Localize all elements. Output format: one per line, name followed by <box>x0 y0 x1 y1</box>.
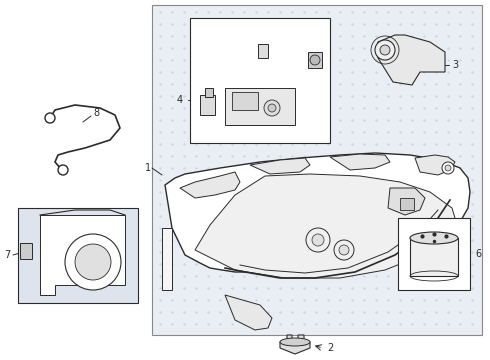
Text: 6: 6 <box>475 249 481 259</box>
Ellipse shape <box>410 232 458 244</box>
Bar <box>398 218 470 290</box>
Circle shape <box>442 162 454 174</box>
Text: 5: 5 <box>292 23 298 33</box>
Circle shape <box>375 40 395 60</box>
Polygon shape <box>162 228 172 290</box>
Circle shape <box>268 104 276 112</box>
Polygon shape <box>40 215 125 295</box>
Polygon shape <box>200 95 215 115</box>
Bar <box>20 243 32 259</box>
Bar <box>18 208 138 303</box>
Bar <box>152 5 482 335</box>
Polygon shape <box>225 295 272 330</box>
Circle shape <box>312 234 324 246</box>
Text: 7: 7 <box>4 250 10 260</box>
Polygon shape <box>225 88 295 125</box>
Polygon shape <box>415 155 455 175</box>
Polygon shape <box>280 335 310 354</box>
Circle shape <box>445 165 451 171</box>
Bar <box>410 238 458 276</box>
Bar <box>190 18 330 143</box>
Text: 8: 8 <box>93 108 99 118</box>
Polygon shape <box>195 174 458 278</box>
Circle shape <box>58 165 68 175</box>
Circle shape <box>75 244 111 280</box>
Circle shape <box>264 100 280 116</box>
Polygon shape <box>308 52 322 68</box>
Polygon shape <box>258 44 268 58</box>
Polygon shape <box>250 158 310 174</box>
Text: 1: 1 <box>145 163 151 173</box>
Circle shape <box>45 113 55 123</box>
Text: 4: 4 <box>177 95 183 105</box>
Circle shape <box>334 240 354 260</box>
Circle shape <box>380 45 390 55</box>
Circle shape <box>339 245 349 255</box>
Polygon shape <box>205 88 213 97</box>
Bar <box>400 198 414 210</box>
Text: 2: 2 <box>327 343 333 353</box>
Circle shape <box>65 234 121 290</box>
Polygon shape <box>378 35 445 85</box>
Polygon shape <box>180 172 240 198</box>
Text: 3: 3 <box>452 60 458 70</box>
Circle shape <box>310 55 320 65</box>
Polygon shape <box>232 92 258 110</box>
Circle shape <box>306 228 330 252</box>
Ellipse shape <box>280 338 310 346</box>
Polygon shape <box>165 153 470 272</box>
Polygon shape <box>330 154 390 170</box>
Polygon shape <box>388 188 425 215</box>
